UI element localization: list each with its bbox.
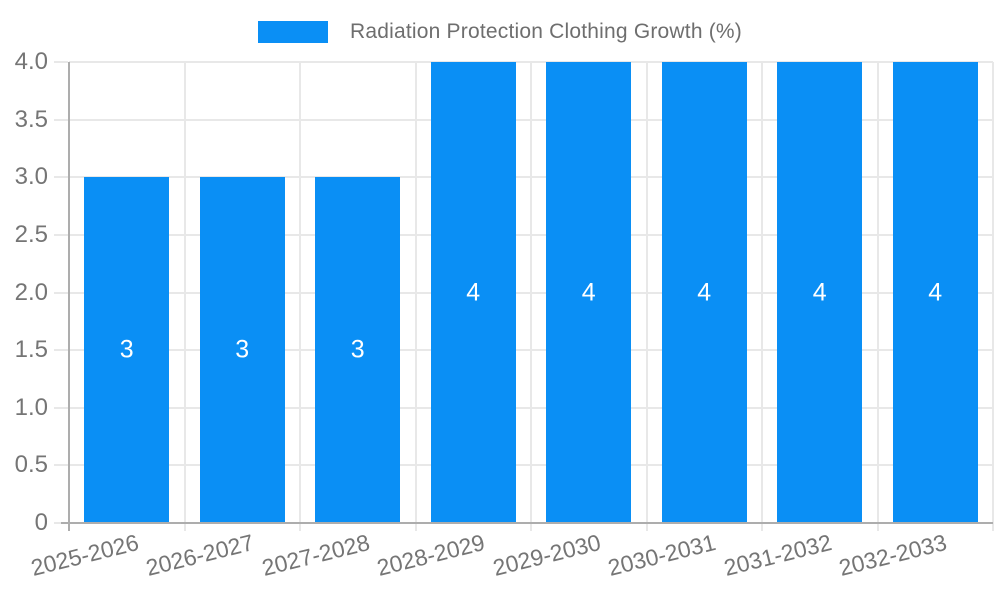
- y-tick-label: 3.0: [14, 163, 48, 191]
- x-tick: [761, 523, 763, 531]
- y-tick-label: 2.5: [14, 220, 48, 248]
- x-gridline: [876, 62, 879, 523]
- x-tick-label: 2028-2029: [374, 529, 488, 581]
- y-tick-label: 1.5: [14, 336, 48, 364]
- bar: [430, 62, 516, 523]
- bar: [892, 62, 978, 523]
- x-gridline: [414, 62, 417, 523]
- y-tick: [54, 61, 68, 63]
- y-tick: [54, 176, 68, 179]
- x-gridline: [299, 62, 301, 523]
- y-tick: [54, 406, 68, 409]
- x-gridline: [761, 62, 763, 523]
- x-tick-label: 2032-2033: [836, 529, 950, 581]
- x-gridline: [992, 62, 994, 523]
- y-tick-label: 0.5: [14, 451, 48, 479]
- bar: [315, 177, 401, 523]
- legend-swatch-icon: [257, 21, 328, 43]
- bar-value-label: 4: [466, 278, 481, 306]
- y-axis-line: [68, 62, 70, 531]
- x-gridline: [183, 62, 186, 523]
- y-tick: [54, 291, 68, 294]
- y-tick: [54, 349, 68, 352]
- x-tick: [530, 523, 532, 531]
- x-axis-labels: 2025-2026 2026-2027 2027-2028 2028-2029 2029…: [28, 529, 993, 599]
- y-tick: [54, 233, 68, 236]
- y-tick-label: 1.0: [14, 393, 48, 421]
- bar-value-label: 4: [928, 278, 943, 306]
- x-tick: [183, 523, 186, 531]
- x-tick-label: 2027-2028: [259, 529, 373, 581]
- x-tick: [645, 523, 648, 531]
- x-tick: [299, 523, 301, 531]
- bar-value-label: 3: [119, 335, 134, 364]
- bar: [199, 177, 285, 523]
- y-tick-label: 2.0: [14, 278, 48, 306]
- bar-value-label: 4: [697, 278, 712, 306]
- x-gridline: [645, 62, 648, 523]
- bar-value-label: 3: [350, 335, 365, 364]
- y-tick-label: 3.5: [14, 105, 48, 133]
- x-tick-label: 2031-2032: [721, 529, 835, 581]
- x-axis-line: [61, 522, 993, 524]
- y-tick-label: 4.0: [14, 48, 48, 75]
- x-tick-label: 2029-2030: [490, 529, 604, 581]
- y-tick-label: 0: [34, 509, 48, 536]
- y-tick: [54, 118, 68, 121]
- bar: [777, 62, 863, 523]
- y-tick: [54, 464, 68, 467]
- x-tick: [876, 523, 879, 531]
- x-tick-label: 2026-2027: [143, 529, 257, 581]
- legend-label: Radiation Protection Clothing Growth (%): [349, 20, 742, 43]
- x-tick-label: 2030-2031: [605, 529, 719, 581]
- x-tick: [414, 523, 417, 531]
- x-gridline: [530, 62, 532, 523]
- bar-value-label: 4: [812, 278, 827, 306]
- x-tick: [992, 523, 994, 531]
- plot-area: 0 0.5 1.0 1.5 2.0 2.5 3.0 3.5 4.0 3 3 3 4 4 4 4 4: [15, 48, 994, 536]
- legend[interactable]: Radiation Protection Clothing Growth (%): [0, 20, 1000, 44]
- bar: [661, 62, 747, 523]
- bar: [84, 177, 170, 523]
- bar-value-label: 4: [581, 278, 596, 306]
- bar-value-label: 3: [235, 335, 250, 364]
- bar: [546, 62, 632, 523]
